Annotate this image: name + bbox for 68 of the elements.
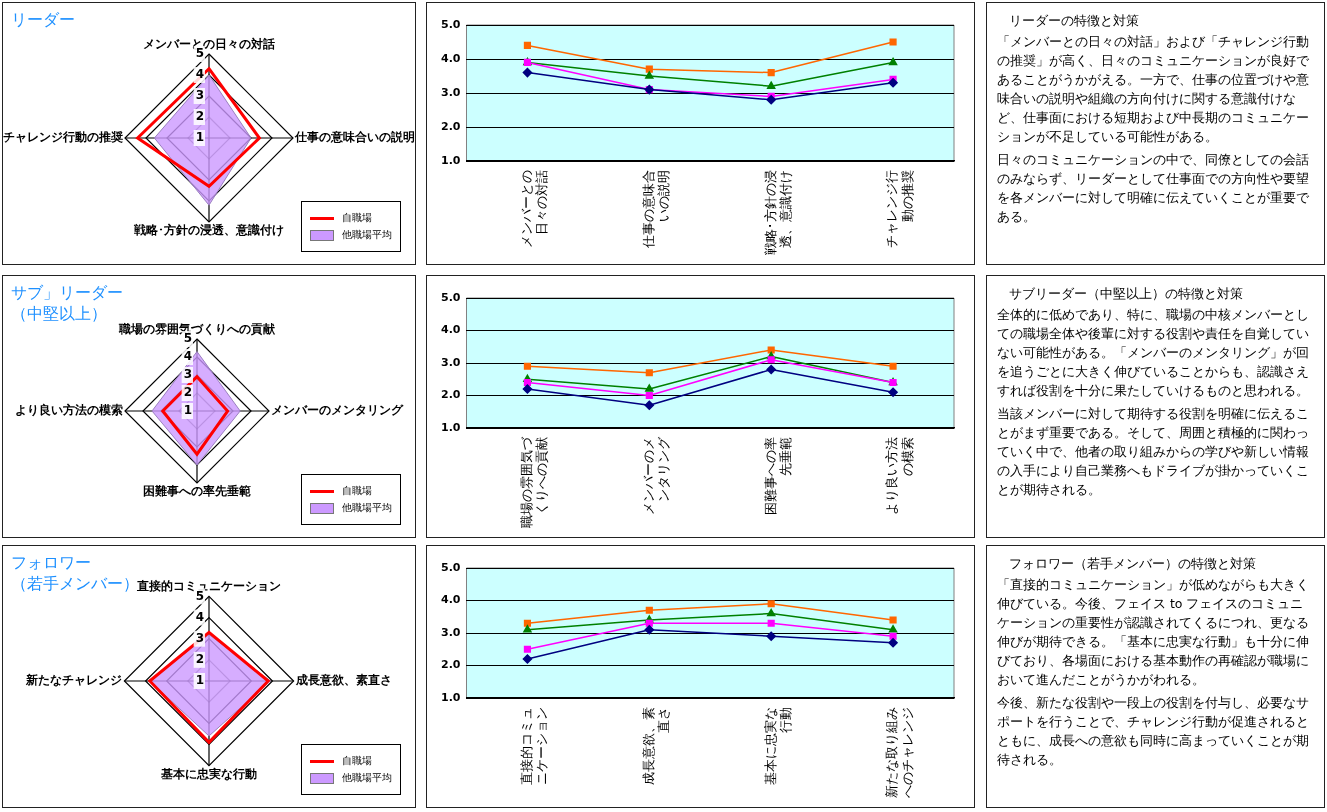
- x-tick-label: 新たな取り組みへのチャレンジ: [884, 707, 916, 798]
- y-tick-label: 4.0: [440, 323, 461, 337]
- y-tick-label: 2.0: [440, 388, 461, 402]
- spoke-label: より良い方法の模索: [15, 403, 123, 418]
- legend-label: 自職場: [342, 211, 372, 225]
- y-tick-label: 2.0: [440, 658, 461, 672]
- y-tick-label: 5: [183, 331, 192, 346]
- x-tick-label: 職場の雰囲気づくりへの貢献: [518, 436, 550, 528]
- text: 日々のコミュニケーションの中で、同僚としての会話のみならず、リーダーとして仕事面での方向性や要望を各メンバーに対して明確に伝えていくことが重要である。: [997, 151, 1310, 226]
- y-tick-label: 3.0: [440, 85, 461, 99]
- text: 今後、新たな役割や一段上の役割を付与し、必要なサポートを行うことで、チャレンジ行動が促進されるとともに、成長への意欲も同時に高まっていくことが期待される。: [997, 694, 1310, 769]
- y-tick-label: 2: [195, 109, 204, 124]
- text: リーダーの特徴と対策: [1008, 12, 1140, 30]
- y-tick-label: 1: [195, 673, 204, 688]
- y-tick-label: 1.0: [440, 153, 461, 167]
- x-tick-label: 戦略･方針の浸透、意識付け: [762, 170, 794, 255]
- y-tick-label: 1.0: [440, 420, 461, 434]
- y-tick-label: 5.0: [440, 17, 461, 31]
- y-tick-label: 4: [195, 67, 204, 82]
- y-tick-label: 5.0: [440, 290, 461, 304]
- legend-label: 他職場平均: [342, 228, 392, 242]
- text: フォロワー（若手メンバー）の特徴と対策: [1008, 555, 1257, 573]
- y-tick-label: 5.0: [440, 560, 461, 574]
- text: サブリーダー（中堅以上）の特徴と対策: [1008, 285, 1244, 303]
- y-tick-label: 2.0: [440, 119, 461, 133]
- x-tick-label: 仕事の意味合いの説明: [640, 170, 672, 249]
- spoke-label: 困難事への率先垂範: [143, 484, 251, 499]
- y-tick-label: 3: [195, 630, 204, 645]
- y-tick-label: 3.0: [440, 625, 461, 639]
- legend-label: 他職場平均: [342, 501, 392, 515]
- text: 「メンバーとの日々の対話」および「チャレンジ行動の推奨」が高く、日々のコミュニケーションが良好であることがうかがえる。一方で、仕事の位置づけや意味合いの説明や組織の方向付けに関する意識付けなど、仕事面における短期および中長期のコミュニケーションが不足している可能性がある。: [997, 33, 1310, 146]
- text: 全体的に低めであり、特に、職場の中核メンバーとしての職場全体や後輩に対する役割や責任を自覚していない可能性がある。「メンバーのメンタリング」が回を追うごとに大きく伸びていることからも、認識さえすれば役割を十分に果たしていけるものと思われる。: [997, 306, 1310, 400]
- chart-title: サブ」リーダー: [11, 282, 123, 303]
- y-tick-label: 1: [195, 130, 204, 145]
- y-tick-label: 4: [195, 609, 204, 624]
- y-tick-label: 1.0: [440, 690, 461, 704]
- text: 「直接的コミュニケーション」が低めながらも大きく伸びている。今後、フェイス to フェイスのコミュニケーションの重要性が認識されてくるにつれ、更なる伸びが期待できる。「基本に忠実な行動」も十分に伸びており、各場面における基本動作の再確認が職場において進んだことがうかがわれる。: [997, 576, 1310, 689]
- chart-title: リーダー: [11, 9, 75, 30]
- y-tick-label: 3.0: [440, 355, 461, 369]
- spoke-label: チャレンジ行動の推奨: [3, 130, 123, 145]
- legend-label: 自職場: [342, 484, 372, 498]
- y-tick-label: 3: [195, 88, 204, 103]
- x-tick-label: 基本に忠実な行動: [762, 707, 794, 785]
- legend-label: 他職場平均: [342, 771, 392, 785]
- y-tick-label: 3: [183, 367, 192, 382]
- x-tick-label: 困難事への率先垂範: [762, 437, 794, 515]
- legend-label: 自職場: [342, 754, 372, 768]
- x-tick-label: チャレンジ行動の推奨: [884, 170, 916, 248]
- y-tick-label: 2: [195, 651, 204, 666]
- spoke-label: メンバーのメンタリング: [271, 403, 404, 418]
- x-tick-label: メンバーのメンタリング: [640, 436, 672, 515]
- y-tick-label: 1: [183, 403, 192, 418]
- y-tick-label: 4: [183, 349, 192, 364]
- spoke-label: 新たなチャレンジ: [25, 673, 123, 688]
- x-tick-label: 直接的コミュニケーション: [518, 707, 550, 785]
- y-tick-label: 4.0: [440, 593, 461, 607]
- x-tick-label: メンバーとの日々の対話: [518, 170, 550, 248]
- chart-subtitle: （中堅以上）: [11, 304, 107, 323]
- spoke-label: 成長意欲、素直さ: [294, 673, 392, 688]
- x-tick-label: より良い方法の模索: [884, 437, 916, 515]
- spoke-label: 仕事の意味合いの説明: [294, 130, 415, 145]
- x-tick-label: 成長意欲、素直さ: [640, 707, 672, 785]
- text: 当該メンバーに対して期待する役割を明確に伝えることがまず重要である。そして、周囲と積極的に関わっていく中で、他者の取り組みからの学びや新しい情報の入手により自己業務へもドライブが掛かっていくことが期待される。: [997, 405, 1310, 499]
- spoke-label: 戦略･方針の浸透、意識付け: [133, 223, 284, 238]
- y-tick-label: 4.0: [440, 51, 461, 65]
- chart-title: フォロワー: [11, 552, 92, 573]
- y-tick-label: 5: [195, 46, 204, 61]
- y-tick-label: 2: [183, 385, 192, 400]
